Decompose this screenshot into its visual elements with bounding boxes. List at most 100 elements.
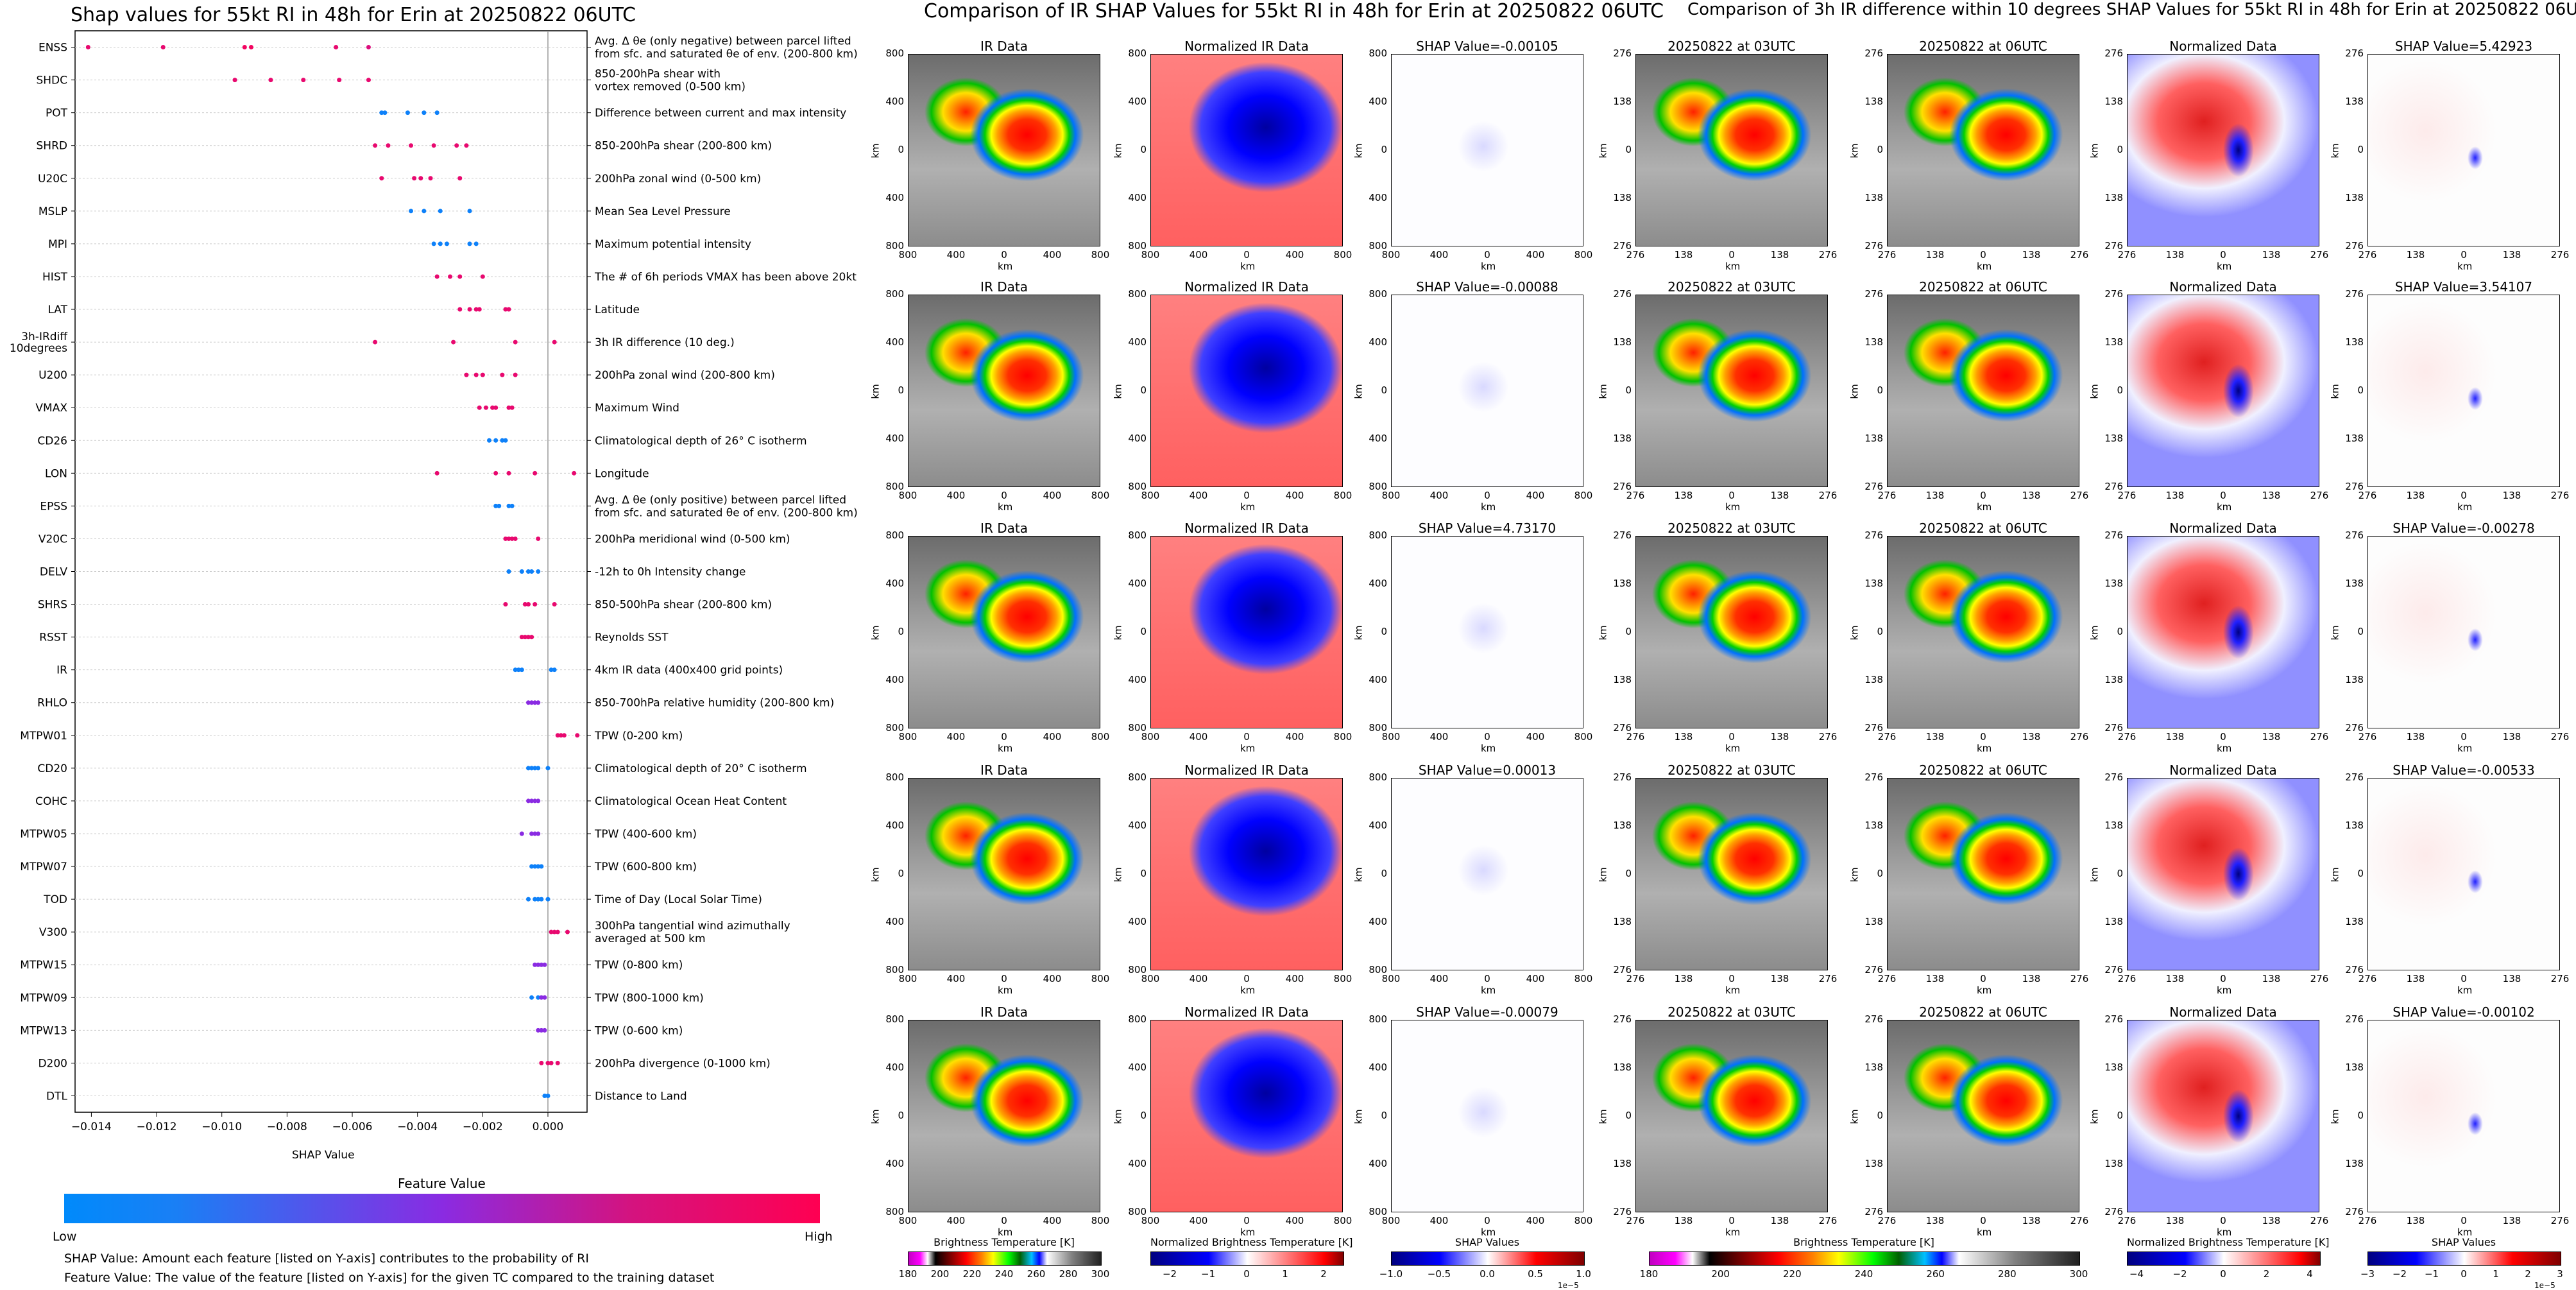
- x-axis-label: km: [2457, 1226, 2473, 1238]
- y-axis-label: km: [2329, 625, 2341, 641]
- colorbar-tick: 2: [1320, 1268, 1327, 1280]
- shap-point: [519, 569, 524, 574]
- colorbar-tick: 180: [898, 1268, 917, 1280]
- shap-point: [536, 864, 541, 869]
- summary-title: Shap values for 55kt RI in 48h for Erin …: [71, 4, 636, 26]
- y-tick-label: 138: [2104, 192, 2123, 203]
- y-axis-label: km: [1597, 384, 1609, 399]
- colorbar-tick: 220: [1783, 1268, 1802, 1280]
- x-tick-label: 800: [898, 1215, 917, 1226]
- x-tick-label: 138: [1674, 973, 1693, 985]
- shap-point: [513, 340, 518, 345]
- y-tick-label: 800: [1369, 1206, 1387, 1217]
- y-tick-label: 0: [1381, 868, 1387, 879]
- feature-description: Climatological depth of 20° C isotherm: [595, 762, 807, 775]
- shap-point: [526, 798, 531, 804]
- x-tick-label: 400: [1526, 1215, 1545, 1226]
- y-tick-label: 138: [1864, 916, 1883, 927]
- y-tick-label: 400: [885, 578, 904, 589]
- shap-point: [513, 667, 518, 673]
- shap-point: [503, 438, 508, 443]
- x-tick-label: 138: [1770, 731, 1789, 743]
- x-tick-label: 0: [1484, 973, 1490, 985]
- y-tick-label: 800: [1369, 240, 1387, 252]
- shap-point: [529, 864, 534, 869]
- ir-03utc-panel: [1635, 295, 1828, 487]
- panel-title: 20250822 at 03UTC: [1668, 762, 1796, 778]
- feature-description: TPW (0-600 km): [594, 1024, 683, 1037]
- y-tick-label: 400: [885, 1062, 904, 1073]
- colorbar-label: Brightness Temperature [K]: [1793, 1236, 1934, 1248]
- shap-point: [500, 372, 505, 377]
- feature-description: 300hPa tangential wind azimuthally: [595, 920, 790, 933]
- x-tick-label: 800: [898, 973, 917, 985]
- feature-label: D200: [38, 1057, 67, 1070]
- x-tick-label: 276: [2310, 731, 2329, 743]
- x-tick-label: −0.008: [267, 1121, 307, 1133]
- x-tick-label: 276: [2117, 973, 2137, 985]
- panel-title: IR Data: [980, 1004, 1028, 1020]
- panel-title: SHAP Value=-0.00278: [2393, 520, 2535, 536]
- shap-point: [539, 1028, 544, 1033]
- x-tick-label: 0: [2461, 1215, 2467, 1226]
- x-tick-label: 138: [1770, 973, 1789, 985]
- colorbar-tick: 280: [1998, 1268, 2017, 1280]
- y-tick-label: 276: [2345, 288, 2364, 300]
- x-tick-label: −0.014: [71, 1121, 112, 1133]
- y-tick-label: 800: [885, 1206, 904, 1217]
- colorbar-high-label: High: [805, 1230, 833, 1244]
- panel-title: 20250822 at 06UTC: [1919, 762, 2047, 778]
- y-tick-label: 276: [1864, 529, 1883, 541]
- ir-06utc-panel: [1887, 778, 2079, 970]
- x-tick-label: 138: [2262, 249, 2281, 261]
- feature-description: 200hPa divergence (0-1000 km): [595, 1057, 771, 1070]
- y-axis-label: km: [2088, 384, 2101, 399]
- shap-point: [506, 405, 511, 410]
- y-tick-label: 800: [1128, 240, 1147, 252]
- colorbar-low-label: Low: [53, 1230, 77, 1244]
- shap-point: [506, 470, 511, 476]
- ir-shap-panel: [1391, 536, 1583, 728]
- x-tick-label: 138: [2406, 1215, 2425, 1226]
- y-tick-label: 138: [2104, 674, 2123, 685]
- x-tick-label: 138: [1925, 1215, 1945, 1226]
- y-tick-label: 800: [1369, 529, 1387, 541]
- normalized-diff-panel: [2127, 536, 2319, 728]
- colorbar-label: Brightness Temperature [K]: [934, 1236, 1075, 1248]
- y-tick-label: 276: [1864, 1206, 1883, 1217]
- feature-label: MTPW13: [20, 1024, 67, 1037]
- shap-point: [545, 897, 550, 902]
- x-axis-label: km: [1977, 1226, 1992, 1238]
- feature-label: MTPW09: [20, 992, 67, 1004]
- y-tick-label: 400: [1128, 1062, 1147, 1073]
- shap-point: [552, 929, 557, 934]
- y-tick-label: 276: [2345, 1013, 2364, 1025]
- y-tick-label: 400: [1128, 336, 1147, 348]
- feature-label: MTPW05: [20, 828, 67, 841]
- y-axis-label: km: [869, 625, 882, 641]
- shap-point: [519, 635, 524, 640]
- y-tick-label: 400: [885, 916, 904, 927]
- shap-point: [526, 766, 531, 771]
- y-tick-label: 276: [2345, 481, 2364, 492]
- feature-label: RSST: [39, 632, 67, 644]
- y-tick-label: 0: [1877, 868, 1883, 879]
- shap-point: [529, 635, 534, 640]
- x-tick-label: 276: [2070, 1215, 2089, 1226]
- x-tick-label: 800: [1141, 490, 1160, 501]
- feature-description: Time of Day (Local Solar Time): [594, 893, 762, 906]
- x-axis-label: km: [998, 261, 1013, 272]
- shap-point: [506, 503, 511, 508]
- y-tick-label: 800: [1369, 771, 1387, 783]
- shap-point: [438, 209, 443, 214]
- x-axis-label: km: [1977, 743, 1992, 754]
- y-tick-label: 800: [885, 47, 904, 59]
- shap-point: [529, 798, 534, 804]
- x-tick-label: 138: [2502, 490, 2521, 501]
- colorbar-tick: 180: [1639, 1268, 1659, 1280]
- colorbar-label: Normalized Brightness Temperature [K]: [1150, 1236, 1353, 1248]
- x-tick-label: 138: [2165, 973, 2185, 985]
- y-tick-label: 0: [2117, 384, 2123, 396]
- colorbar-tick: 280: [1059, 1268, 1078, 1280]
- y-tick-label: 400: [885, 96, 904, 107]
